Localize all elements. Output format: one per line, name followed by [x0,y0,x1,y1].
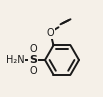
Text: O: O [29,66,37,76]
Text: S: S [29,55,37,65]
Text: O: O [47,28,54,38]
Text: H₂N: H₂N [6,55,24,65]
Text: O: O [29,44,37,54]
